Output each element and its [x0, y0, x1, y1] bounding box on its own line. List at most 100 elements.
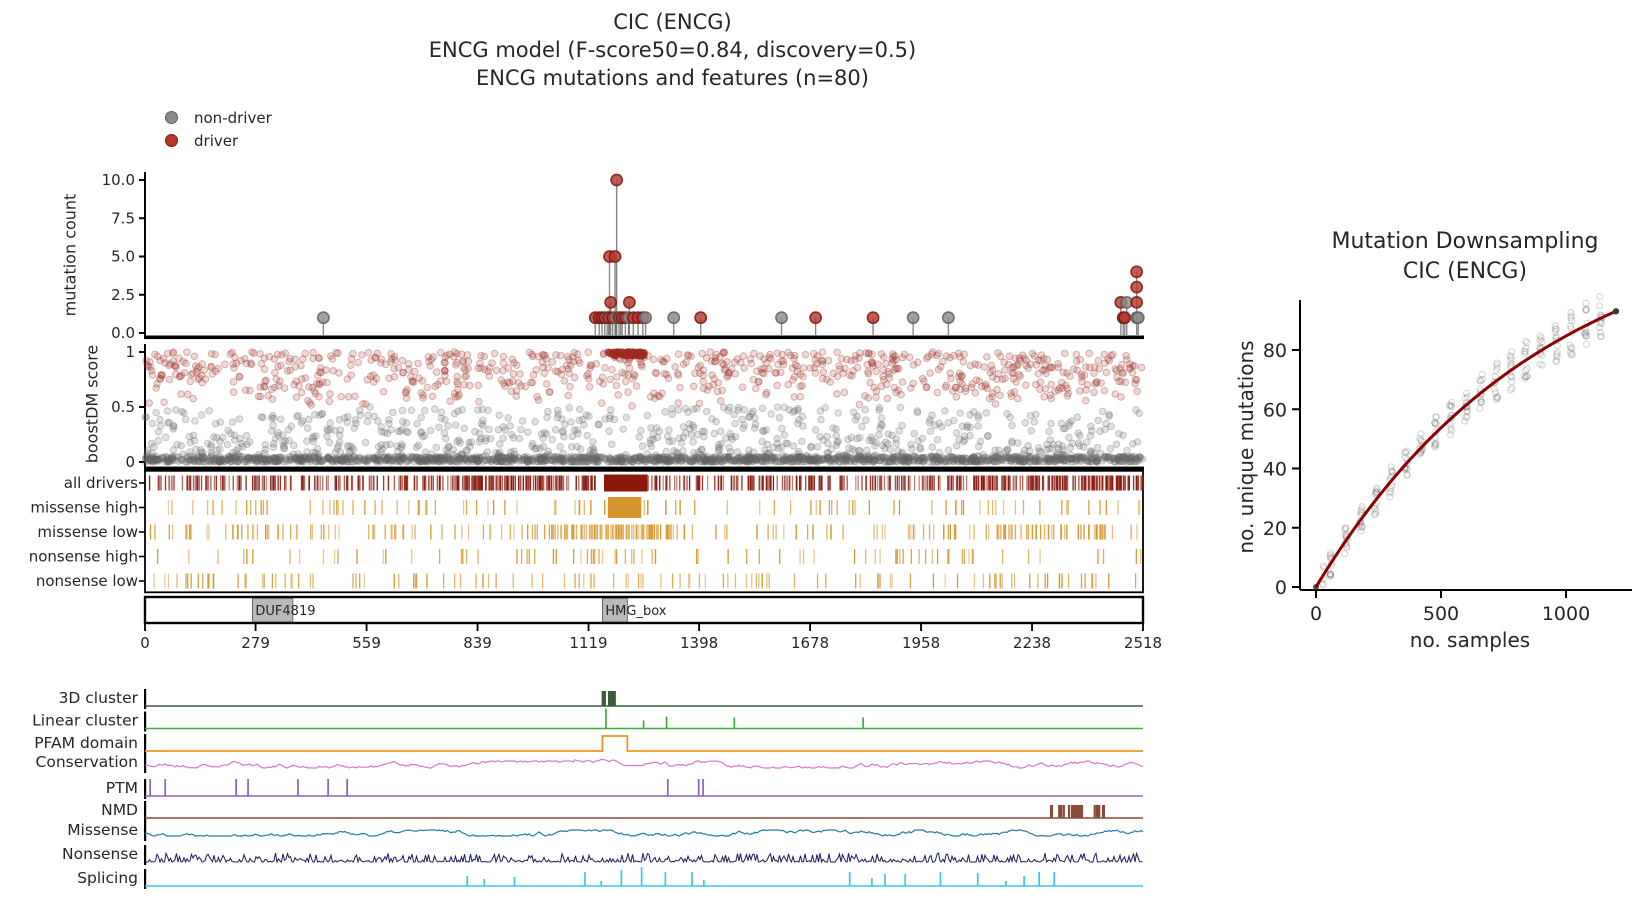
score-point-red	[651, 368, 660, 377]
score-point-gray	[509, 434, 518, 442]
score-point-gray	[689, 456, 698, 465]
score-point-gray	[580, 453, 589, 462]
score-point-gray	[580, 453, 589, 462]
score-point-gray	[681, 404, 690, 413]
score-point-gray	[1045, 427, 1053, 436]
score-point-gray	[443, 454, 451, 463]
cluster-bar	[607, 691, 616, 706]
score-point-red	[872, 367, 880, 376]
needle-y-tick-label: 2.5	[111, 286, 135, 304]
score-point-gray	[452, 458, 461, 466]
score-point-gray	[329, 457, 337, 465]
score-point-gray	[460, 424, 469, 433]
score-point-red	[968, 380, 976, 388]
score-point-gray	[687, 431, 696, 439]
score-point-gray	[793, 452, 802, 461]
score-point-gray	[235, 452, 244, 461]
score-point-gray	[844, 435, 852, 444]
score-point-red	[1100, 359, 1109, 367]
score-point-red	[414, 359, 422, 368]
score-point-gray	[933, 435, 942, 444]
score-point-red	[971, 360, 979, 368]
score-point-gray	[1053, 456, 1062, 465]
score-point-gray	[878, 453, 887, 461]
score-point-gray	[261, 440, 270, 449]
protein-domain-track: DUF4819 HMG_box	[143, 595, 1145, 625]
score-point-red	[432, 368, 441, 376]
score-point-gray	[935, 448, 944, 457]
score-point-gray	[702, 456, 711, 464]
score-point-gray	[417, 457, 425, 466]
score-point-gray	[701, 457, 710, 466]
score-point-red	[1107, 351, 1116, 360]
score-point-gray	[606, 412, 614, 420]
score-point-gray	[853, 412, 861, 421]
score-point-gray	[383, 429, 392, 438]
score-point-red	[404, 360, 413, 368]
score-point-gray	[325, 438, 334, 447]
score-point-red	[888, 355, 896, 363]
score-point-gray	[451, 457, 460, 466]
score-point-gray	[321, 455, 329, 464]
score-point-red	[946, 353, 954, 362]
score-point-gray	[738, 415, 746, 424]
score-point-gray	[204, 456, 213, 465]
score-point-gray	[1043, 440, 1051, 449]
score-point-gray	[531, 417, 539, 426]
score-point-red	[463, 351, 472, 359]
score-point-red	[171, 362, 180, 370]
score-point-gray	[647, 442, 656, 451]
score-point-gray	[901, 453, 910, 461]
feature-track-label: Splicing	[77, 869, 138, 887]
score-point-red	[1032, 361, 1041, 369]
score-point-gray	[553, 406, 562, 415]
score-point-gray	[679, 423, 688, 431]
score-point-gray	[934, 457, 943, 466]
score-point-gray	[875, 456, 884, 465]
score-point-gray	[949, 457, 958, 465]
score-point-red	[773, 349, 782, 358]
score-point-gray	[325, 454, 334, 463]
score-point-red	[749, 375, 758, 384]
score-point-red	[613, 373, 621, 381]
score-point-gray	[536, 455, 545, 463]
score-point-gray	[882, 458, 891, 466]
score-point-red	[337, 392, 345, 401]
score-point-gray	[621, 457, 630, 466]
score-point-gray	[505, 455, 513, 464]
score-point-gray	[582, 453, 591, 462]
score-point-gray	[274, 428, 282, 437]
score-point-gray	[831, 454, 840, 463]
score-point-gray	[665, 457, 674, 465]
score-point-gray	[198, 453, 207, 462]
score-point-red	[1100, 386, 1109, 395]
score-point-gray	[758, 457, 766, 466]
score-point-gray	[864, 454, 873, 462]
score-point-red	[1072, 350, 1081, 359]
score-point-gray	[983, 432, 992, 440]
score-point-gray	[834, 451, 843, 459]
score-point-gray	[785, 405, 794, 414]
score-point-gray	[150, 454, 158, 463]
score-point-gray	[875, 406, 884, 415]
score-point-gray	[721, 453, 730, 461]
score-point-gray	[937, 422, 946, 431]
score-point-gray	[507, 430, 516, 439]
score-point-red	[460, 380, 468, 389]
feature-track-Missense: Missense	[67, 821, 1144, 841]
score-point-gray	[1127, 457, 1135, 466]
score-point-gray	[567, 452, 575, 461]
score-point-red	[497, 376, 505, 384]
noise-line	[144, 758, 1144, 769]
score-point-gray	[504, 414, 512, 422]
score-point-gray	[663, 458, 672, 466]
score-point-gray	[609, 455, 617, 464]
score-point-gray	[156, 415, 164, 424]
score-point-gray	[892, 457, 900, 466]
score-point-red	[833, 348, 841, 357]
score-point-red	[864, 394, 873, 402]
feature-track-Splicing: Splicing	[77, 867, 1143, 889]
score-point-red	[851, 356, 859, 364]
score-point-gray	[578, 415, 587, 424]
feature-tracks-panel: 3D cluster Linear cluster PFAM domainConse…	[32, 689, 1144, 889]
